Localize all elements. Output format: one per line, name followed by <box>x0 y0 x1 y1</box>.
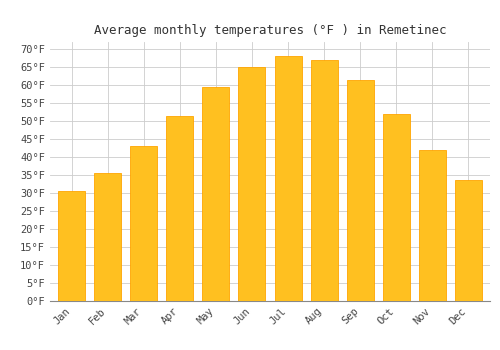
Bar <box>455 181 482 301</box>
Bar <box>238 67 266 301</box>
Title: Average monthly temperatures (°F ) in Remetinec: Average monthly temperatures (°F ) in Re… <box>94 24 447 37</box>
Bar <box>274 56 301 301</box>
Bar <box>94 173 121 301</box>
Bar <box>310 60 338 301</box>
Bar <box>202 87 230 301</box>
Bar <box>166 116 194 301</box>
Bar <box>346 80 374 301</box>
Bar <box>130 146 158 301</box>
Bar <box>58 191 85 301</box>
Bar <box>419 150 446 301</box>
Bar <box>382 114 410 301</box>
